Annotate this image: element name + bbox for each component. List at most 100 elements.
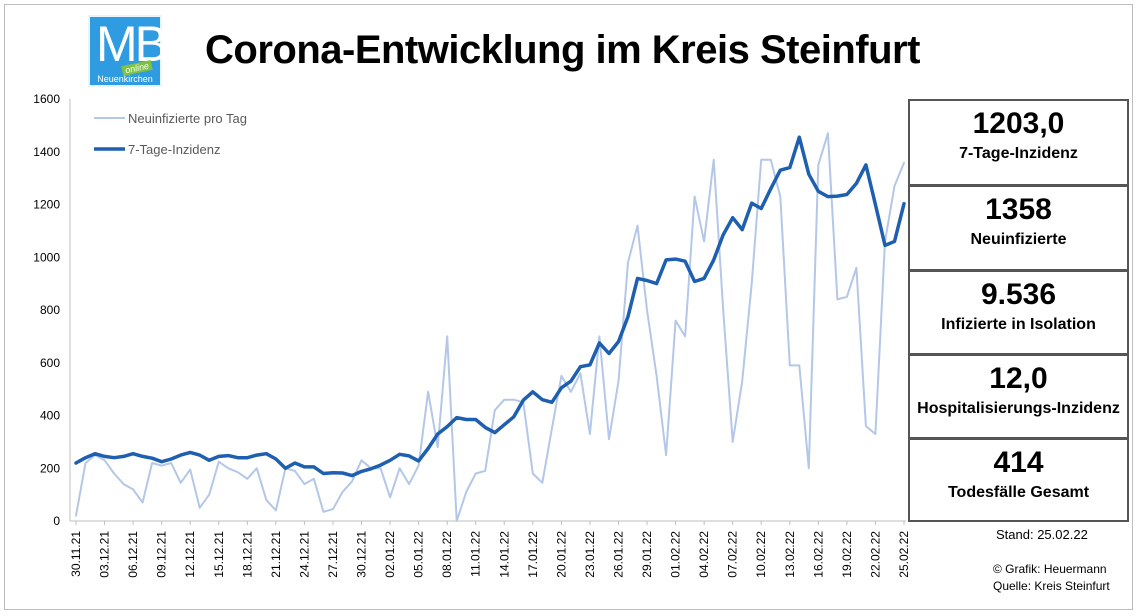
data-point [322, 472, 325, 475]
data-point [722, 309, 724, 311]
x-tick-label: 14.01.22 [497, 531, 511, 578]
data-point [560, 387, 562, 389]
x-tick-label: 16.02.22 [811, 531, 825, 578]
x-tick-label: 08.01.22 [440, 531, 454, 578]
data-point [227, 467, 229, 469]
data-point [465, 418, 467, 421]
data-point [237, 471, 239, 473]
data-point [732, 217, 734, 219]
data-point [341, 472, 344, 474]
data-point [208, 459, 210, 461]
data-point [161, 461, 163, 463]
data-point [218, 461, 220, 463]
data-point [903, 203, 905, 205]
data-point [351, 480, 353, 483]
data-point [170, 462, 172, 464]
data-point [617, 380, 620, 382]
data-point [713, 159, 715, 161]
data-point [427, 391, 429, 393]
data-point [113, 457, 115, 459]
x-tick-label: 19.02.22 [840, 531, 854, 578]
legend-label: 7-Tage-Inzidenz [128, 142, 221, 157]
data-point [608, 352, 610, 355]
data-point [760, 159, 762, 161]
series-line [75, 132, 905, 522]
data-point [589, 433, 591, 435]
data-point [789, 166, 791, 169]
data-point [751, 202, 753, 204]
data-point [636, 225, 639, 227]
stat-box-hospitalisierung: 12,0 Hospitalisierungs-Inzidenz [908, 354, 1129, 439]
data-point [103, 459, 106, 461]
data-point [142, 455, 144, 457]
data-point [446, 335, 448, 337]
credit: © Grafik: Heuermann Quelle: Kreis Steinf… [993, 561, 1110, 595]
data-point [256, 454, 258, 456]
x-tick-label: 04.02.22 [697, 531, 711, 578]
data-point [513, 416, 515, 418]
data-point [437, 433, 439, 435]
data-point [303, 483, 306, 485]
data-point [199, 454, 201, 456]
x-tick-label: 07.02.22 [726, 531, 740, 578]
data-point [874, 433, 877, 435]
data-point [475, 418, 477, 421]
data-point [598, 342, 601, 344]
data-point [408, 455, 410, 457]
data-point [770, 159, 772, 161]
data-point [294, 462, 296, 464]
data-point [655, 375, 658, 377]
x-tick-label: 09.12.21 [155, 531, 169, 578]
data-point [294, 470, 296, 472]
data-point [246, 478, 248, 480]
x-tick-label: 24.12.21 [297, 531, 311, 578]
data-point [513, 399, 515, 401]
data-point [151, 462, 153, 464]
data-point [827, 132, 829, 134]
credit-quelle: Quelle: Kreis Steinfurt [993, 579, 1110, 593]
data-point [446, 425, 448, 428]
x-tick-label: 27.12.21 [326, 531, 340, 578]
data-point [84, 457, 87, 459]
data-point [855, 267, 858, 269]
x-tick-label: 18.12.21 [240, 531, 254, 578]
data-point [827, 195, 829, 198]
data-point [351, 475, 353, 477]
data-point [541, 482, 543, 484]
x-tick-label: 11.01.22 [469, 531, 483, 577]
data-point [703, 240, 705, 243]
data-point [122, 483, 125, 485]
y-tick-label: 1400 [33, 145, 60, 159]
data-point [646, 279, 648, 282]
x-tick-label: 01.02.22 [669, 531, 683, 578]
data-point [789, 364, 791, 366]
data-point [189, 468, 191, 471]
data-point [551, 401, 553, 403]
data-point [322, 511, 325, 513]
data-point [646, 309, 648, 311]
data-point [360, 459, 363, 461]
stat-value-neuinfizierte: 1358 [985, 193, 1052, 226]
data-point [674, 319, 677, 322]
data-point [627, 261, 629, 264]
data-point [532, 472, 534, 475]
x-tick-label: 17.01.22 [526, 531, 540, 578]
data-point [655, 283, 658, 285]
data-point [808, 467, 810, 469]
stat-value-hospitalisierung: 12,0 [989, 362, 1048, 395]
data-point [741, 228, 743, 231]
data-point [494, 409, 496, 411]
x-tick-label: 05.01.22 [412, 531, 426, 578]
data-point [684, 260, 686, 262]
data-point [341, 491, 344, 493]
page-title: Corona-Entwicklung im Kreis Steinfurt [205, 28, 920, 72]
data-point [199, 507, 201, 509]
data-point [227, 454, 229, 457]
data-point [674, 258, 677, 260]
data-point [608, 438, 610, 440]
data-point [284, 467, 286, 469]
data-point [370, 468, 372, 470]
data-point [751, 283, 753, 285]
data-point [560, 375, 562, 377]
